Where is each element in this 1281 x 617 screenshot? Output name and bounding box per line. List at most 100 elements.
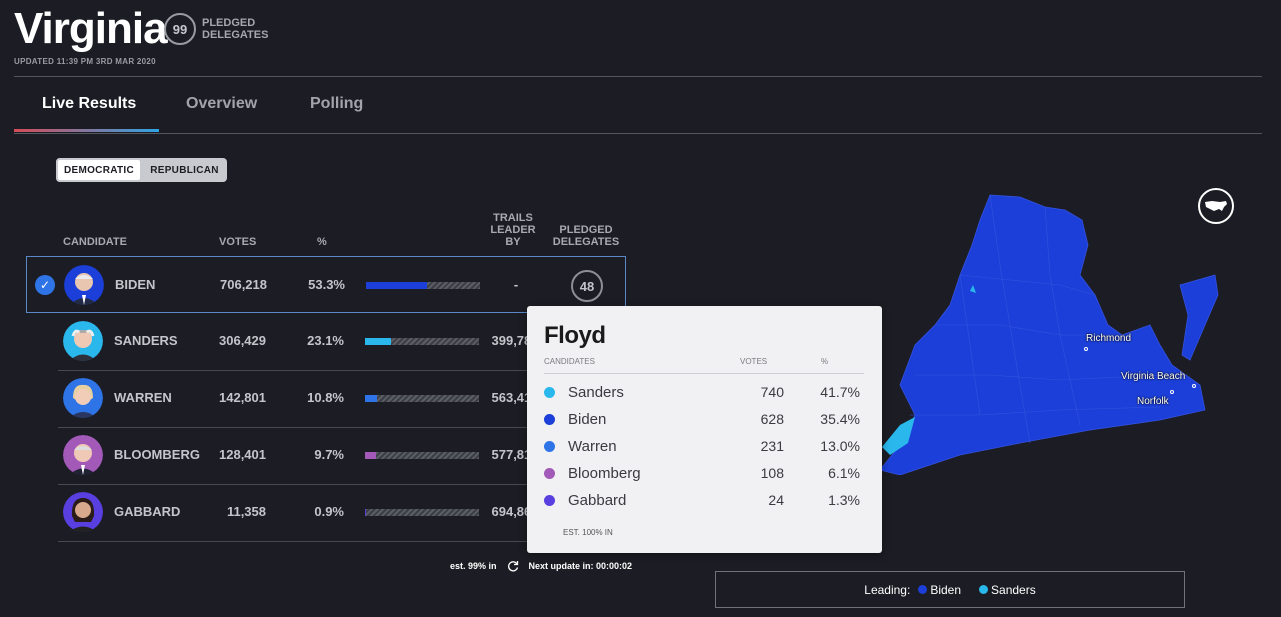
vote-share-fill — [365, 509, 367, 516]
city-label-richmond: Richmond — [1086, 333, 1132, 344]
tooltip-pct: 6.1% — [828, 465, 860, 481]
vote-share-fill — [365, 338, 392, 345]
candidate-pct: 10.8% — [307, 390, 344, 405]
legend-item-sanders: Sanders — [979, 583, 1036, 597]
map-eastern-shore[interactable] — [1179, 274, 1219, 361]
row-divider — [58, 370, 626, 371]
tooltip-pct: 41.7% — [820, 384, 860, 400]
pledged-delegates-badge: 48 — [571, 270, 603, 302]
next-update: Next update in: 00:00:02 — [528, 561, 633, 571]
city-dot-richmond — [1084, 347, 1088, 351]
map-state-shape[interactable] — [879, 194, 1206, 475]
candidate-color-dot — [544, 414, 555, 425]
candidate-row-warren[interactable]: WARREN 142,801 10.8% 563,417 — [26, 370, 626, 427]
legend-dot — [918, 584, 928, 594]
tab-live-results[interactable]: Live Results — [42, 95, 137, 112]
county-borders — [910, 194, 1161, 444]
tooltip-row: Gabbard 24 1.3% — [544, 486, 864, 513]
legend-item-label: Sanders — [991, 582, 1036, 597]
vote-share-bar — [365, 395, 479, 402]
tooltip-row: Sanders 740 41.7% — [544, 378, 864, 405]
column-candidate: CANDIDATE — [63, 236, 127, 248]
legend-item-biden: Biden — [918, 583, 961, 597]
legend-item-label: Biden — [930, 582, 962, 597]
tab-polling[interactable]: Polling — [310, 95, 364, 112]
candidate-pct: 53.3% — [308, 277, 345, 292]
city-dot-virginia-beach — [1192, 384, 1196, 388]
candidate-name: WARREN — [114, 390, 172, 405]
map-county-sanders[interactable] — [882, 417, 915, 455]
header-divider — [14, 76, 1262, 77]
candidate-name: GABBARD — [114, 504, 181, 519]
candidate-name: SANDERS — [114, 333, 178, 348]
refresh-icon — [507, 561, 518, 572]
tooltip-votes: 628 — [760, 411, 784, 427]
tooltip-divider — [544, 373, 864, 374]
column-pledged-delegates: PLEDGED DELEGATES — [552, 224, 620, 248]
candidate-pct: 0.9% — [314, 504, 344, 519]
row-divider — [58, 541, 626, 542]
column-votes: VOTES — [219, 236, 257, 248]
vote-share-fill — [365, 452, 377, 459]
democratic-button[interactable]: DEMOCRATIC — [56, 158, 142, 182]
avatar-sanders — [63, 321, 103, 361]
avatar-bloomberg — [63, 435, 103, 475]
tooltip-votes: 24 — [768, 492, 784, 508]
tooltip-row: Biden 628 35.4% — [544, 405, 864, 432]
candidate-votes: 142,801 — [219, 390, 266, 405]
candidate-name: BIDEN — [115, 277, 156, 292]
tab-overview[interactable]: Overview — [186, 95, 258, 112]
est-reporting: est. 99% in — [450, 561, 497, 571]
party-toggle: DEMOCRATIC REPUBLICAN — [56, 158, 227, 182]
trails-leader-by: - — [513, 277, 519, 292]
tooltip-candidate: Gabbard — [568, 492, 627, 509]
candidate-votes: 11,358 — [226, 504, 266, 519]
tooltip-pct: 1.3% — [828, 492, 860, 508]
republican-button[interactable]: REPUBLICAN — [150, 164, 219, 176]
candidate-color-dot — [544, 495, 555, 506]
avatar-warren — [63, 378, 103, 418]
tooltip-est-reporting: EST. 100% IN — [563, 528, 613, 537]
trails-leader-by: 399,789 — [491, 333, 539, 348]
candidate-color-dot — [544, 468, 555, 479]
tooltip-row: Warren 231 13.0% — [544, 432, 864, 459]
candidate-row-sanders[interactable]: SANDERS 306,429 23.1% 399,789 — [26, 313, 626, 370]
tooltip-votes: 740 — [760, 384, 784, 400]
column-pct: % — [317, 236, 327, 248]
avatar-biden — [64, 265, 104, 305]
update-status: est. 99% in Next update in: 00:00:02 — [450, 560, 632, 572]
legend-label: Leading: — [864, 582, 911, 597]
candidate-votes: 706,218 — [220, 277, 267, 292]
delegates-count-badge: 99 — [164, 13, 196, 45]
delegates-label: PLEDGED DELEGATES — [202, 17, 269, 41]
tabs-divider — [14, 133, 1262, 134]
tooltip-col-pct: % — [821, 357, 829, 366]
map-legend: Leading: Biden Sanders — [715, 571, 1185, 608]
city-label-virginia-beach: Virginia Beach — [1121, 371, 1186, 382]
tooltip-row: Bloomberg 108 6.1% — [544, 459, 864, 486]
tab-bar: Live Results Overview Polling — [14, 82, 1262, 133]
column-trails-leader-by: TRAILS LEADER BY — [490, 212, 536, 248]
state-title: Virginia — [14, 4, 168, 53]
map-county-sanders-small[interactable] — [970, 285, 976, 293]
candidate-pct: 9.7% — [314, 447, 344, 462]
us-map-icon[interactable] — [1198, 188, 1234, 224]
candidate-row-gabbard[interactable]: GABBARD 11,358 0.9% 694,860 — [26, 484, 626, 541]
tooltip-candidate: Warren — [568, 438, 617, 455]
trails-leader-by: 694,860 — [491, 504, 539, 519]
active-tab-indicator — [14, 129, 159, 132]
candidate-votes: 128,401 — [219, 447, 266, 462]
candidate-pct: 23.1% — [307, 333, 344, 348]
tooltip-votes: 108 — [760, 465, 784, 481]
row-divider — [58, 427, 626, 428]
candidate-row-bloomberg[interactable]: BLOOMBERG 128,401 9.7% 577,817 — [26, 427, 626, 484]
legend-dot — [979, 584, 989, 594]
vote-share-fill — [365, 395, 378, 402]
tooltip-candidate: Biden — [568, 411, 607, 428]
candidate-row-biden[interactable]: ✓ BIDEN 706,218 53.3% - 48 — [26, 256, 626, 313]
virginia-county-map[interactable] — [860, 185, 1230, 475]
checkmark-icon: ✓ — [35, 275, 55, 295]
tooltip-candidate: Bloomberg — [568, 465, 641, 482]
candidate-color-dot — [544, 387, 555, 398]
tooltip-col-candidates: CANDIDATES — [544, 357, 595, 366]
